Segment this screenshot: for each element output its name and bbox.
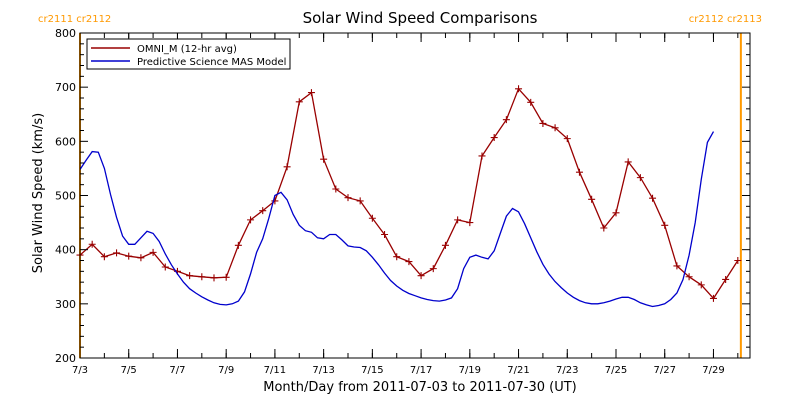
data-point-marker [685,273,693,281]
y-tick-label: 200 [55,352,76,365]
data-point-marker [88,240,96,248]
data-point-marker [125,252,133,260]
x-tick-label: 7/23 [556,365,578,376]
data-point-marker [210,274,218,282]
legend: OMNI_M (12-hr avg) Predictive Science MA… [86,38,291,70]
x-tick-label: 7/19 [459,365,481,376]
data-point-marker [320,155,328,163]
data-point-marker [490,134,498,142]
data-point-marker [478,152,486,160]
data-point-marker [515,85,523,93]
data-point-marker [186,272,194,280]
data-point-marker [332,185,340,193]
series-line-omni [79,87,739,300]
data-point-marker [405,258,413,266]
rotation-label-right: cr2112 cr2113 [689,14,762,25]
x-tick-label: 7/17 [410,365,432,376]
data-point-marker [113,249,121,257]
series-line-mas [79,131,715,308]
data-point-marker [271,197,279,205]
x-axis-label: Month/Day from 2011-07-03 to 2011-07-30 … [263,380,576,395]
data-point-marker [636,174,644,182]
data-point-marker [575,168,583,176]
data-point-marker [673,262,681,270]
y-tick-label: 600 [55,135,76,148]
data-point-marker [588,195,596,203]
plot-area: 200 300 400 500 600 700 800 7/3 7/5 7/7 7/9 7/11 7/1… [55,27,751,376]
data-point-marker [344,194,352,202]
x-tick-label: 7/25 [605,365,627,376]
data-point-marker [697,281,705,289]
x-tick-label: 7/13 [312,365,334,376]
data-point-marker [441,241,449,249]
data-point-marker [600,224,608,232]
data-point-marker [198,273,206,281]
legend-label-mas: Predictive Science MAS Model [137,57,286,68]
data-point-marker [563,135,571,143]
data-point-marker [649,194,657,202]
data-point-marker [454,216,462,224]
data-point-marker [161,263,169,271]
y-tick-label: 700 [55,81,76,94]
x-tick-label: 7/7 [169,365,185,376]
data-point-marker [222,273,230,281]
chart-title: Solar Wind Speed Comparisons [303,9,538,27]
y-tick-label: 300 [55,298,76,311]
y-tick-label: 800 [55,27,76,40]
x-tick-label: 7/11 [264,365,286,376]
legend-label-omni: OMNI_M (12-hr avg) [137,44,237,55]
data-point-marker [551,124,559,132]
data-point-marker [539,119,547,127]
data-point-marker [417,272,425,280]
data-point-marker [661,221,669,229]
data-point-marker [295,98,303,106]
data-point-marker [709,294,717,302]
data-point-marker [307,89,315,97]
y-tick-label: 400 [55,244,76,257]
plot-frame [79,32,751,359]
data-point-marker [502,116,510,124]
data-point-marker [381,231,389,238]
data-point-marker [612,209,620,217]
data-point-marker [734,257,742,264]
data-point-marker [368,214,376,222]
data-point-marker [429,265,437,273]
data-point-marker [624,158,632,166]
x-tick-label: 7/3 [72,365,88,376]
x-tick-label: 7/27 [653,365,675,376]
data-point-marker [527,98,535,106]
data-point-marker [393,253,401,261]
y-axis-label: Solar Wind Speed (km/s) [31,113,46,273]
data-point-marker [259,207,267,215]
data-point-marker [137,254,145,262]
data-point-marker [722,275,730,283]
data-point-marker [100,253,108,261]
data-point-marker [149,248,157,256]
data-point-marker [283,163,291,171]
x-tick-label: 7/5 [121,365,137,376]
x-tick-label: 7/9 [218,365,234,376]
y-tick-label: 500 [55,190,76,203]
data-point-marker [466,219,474,227]
rotation-label-left: cr2111 cr2112 [38,14,111,25]
x-tick-label: 7/29 [702,365,724,376]
legend-box [86,38,291,70]
data-point-marker [356,197,364,205]
x-tick-label: 7/21 [507,365,529,376]
x-tick-label: 7/15 [361,365,383,376]
data-point-marker [247,216,255,224]
data-point-marker [234,241,242,249]
